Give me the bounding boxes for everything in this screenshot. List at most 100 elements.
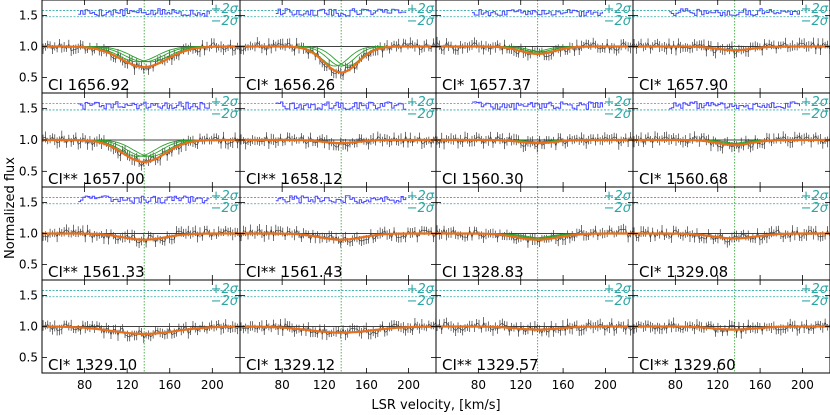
component-profile <box>42 139 240 157</box>
panel-label: CI** 1329.60 <box>639 356 736 374</box>
panel-10: +2σ−2σ CI 1328.83 <box>435 186 634 281</box>
panel-label: CI* 1657.90 <box>639 76 728 94</box>
panel-1: +2σ−2σ CI* 1656.26 <box>239 0 437 94</box>
component-profile <box>240 46 436 67</box>
plus-2sigma-label: +2σ <box>211 2 239 17</box>
minus-2sigma-label: −2σ <box>211 14 239 29</box>
panel-plot-area <box>633 93 830 187</box>
y-axis-label: Normalized flux <box>3 157 18 259</box>
component-profile <box>42 46 240 63</box>
minus-2sigma-label: −2σ <box>211 201 239 216</box>
panel-label: CI* 1329.08 <box>639 263 728 281</box>
panel-label: CI** 1329.57 <box>442 356 539 374</box>
total-fit-curve <box>633 325 830 331</box>
x-tick-label: 160 <box>158 378 181 392</box>
data-series <box>633 321 830 335</box>
panel-4: +2σ−2σ 0.5 1.0 1.5 CI** 1657.00 <box>19 92 241 188</box>
residuals-series <box>78 8 210 17</box>
minus-2sigma-label: −2σ <box>407 14 435 29</box>
total-fit-curve <box>42 325 240 335</box>
panel-plot-area <box>240 0 436 93</box>
panel-label: CI 1328.83 <box>442 263 524 281</box>
panel-plot-area <box>240 280 436 373</box>
panel-14: +2σ−2σ 80 120 160 200 CI** 1329.57 <box>435 279 634 392</box>
y-tick-label: 1.0 <box>19 320 38 334</box>
plus-2sigma-label: +2σ <box>801 2 829 17</box>
x-tick-label: 120 <box>509 378 532 392</box>
minus-2sigma-label: −2σ <box>211 107 239 122</box>
panel-5: +2σ−2σ CI** 1658.12 <box>239 92 437 188</box>
minus-2sigma-label: −2σ <box>604 201 632 216</box>
panel-2: +2σ−2σ CI* 1657.37 <box>435 0 634 94</box>
panel-15: +2σ−2σ 80 120 160 200 CI** 1329.60 <box>632 279 830 392</box>
panel-12: +2σ−2σ 0.5 1.0 1.5 80 120 160 200 CI* 1329.10 <box>19 279 241 392</box>
data-series <box>42 135 240 167</box>
plus-2sigma-label: +2σ <box>407 95 435 110</box>
panel-plot-area <box>42 93 240 187</box>
component-profile <box>240 46 436 67</box>
panel-label: CI* 1656.26 <box>246 76 335 94</box>
y-tick-label: 1.0 <box>19 40 38 54</box>
x-tick-label: 200 <box>201 378 224 392</box>
residuals-series <box>78 195 210 204</box>
panel-plot-area <box>42 280 240 373</box>
y-tick-label: 1.5 <box>19 289 38 303</box>
residuals-series <box>275 195 407 204</box>
residuals-series <box>275 8 407 17</box>
total-fit-curve <box>436 138 633 145</box>
minus-2sigma-label: −2σ <box>801 107 829 122</box>
minus-2sigma-label: −2σ <box>604 107 632 122</box>
residuals-series <box>78 101 210 110</box>
panel-label: CI* 1657.37 <box>442 76 531 94</box>
x-tick-label: 80 <box>77 378 92 392</box>
x-tick-label: 160 <box>552 378 575 392</box>
component-profile <box>240 46 436 67</box>
plus-2sigma-label: +2σ <box>801 95 829 110</box>
total-fit-curve <box>436 325 633 331</box>
panel-label: CI 1560.30 <box>442 170 524 188</box>
plus-2sigma-label: +2σ <box>211 95 239 110</box>
x-tick-label: 120 <box>116 378 139 392</box>
minus-2sigma-label: −2σ <box>604 294 632 309</box>
minus-2sigma-label: −2σ <box>407 294 435 309</box>
y-tick-label: 1.5 <box>19 196 38 210</box>
panel-plot-area <box>633 0 830 93</box>
panel-label: CI* 1329.10 <box>48 356 137 374</box>
panel-7: +2σ−2σ CI* 1560.68 <box>632 92 830 188</box>
total-fit-curve <box>42 45 240 69</box>
panel-plot-area <box>436 280 633 373</box>
total-fit-curve <box>436 232 633 241</box>
plus-2sigma-label: +2σ <box>801 189 829 204</box>
panel-3: +2σ−2σ CI* 1657.90 <box>632 0 830 94</box>
minus-2sigma-label: −2σ <box>407 107 435 122</box>
x-tick-label: 80 <box>275 378 290 392</box>
panel-label: CI* 1560.68 <box>639 170 728 188</box>
plus-2sigma-label: +2σ <box>604 95 632 110</box>
total-fit-curve <box>436 45 633 55</box>
residuals-series <box>472 9 603 17</box>
y-tick-label: 0.5 <box>19 71 38 85</box>
data-series <box>43 323 240 339</box>
panel-plot-area <box>436 187 633 280</box>
x-tick-label: 200 <box>791 378 814 392</box>
data-series <box>241 41 436 77</box>
panel-11: +2σ−2σ CI* 1329.08 <box>632 186 830 281</box>
y-tick-label: 1.5 <box>19 102 38 116</box>
plus-2sigma-label: +2σ <box>604 189 632 204</box>
total-fit-curve <box>240 138 436 145</box>
total-fit-curve <box>240 325 436 334</box>
panel-plot-area <box>42 0 240 93</box>
x-tick-label: 80 <box>471 378 486 392</box>
minus-2sigma-label: −2σ <box>211 294 239 309</box>
plus-2sigma-label: +2σ <box>407 2 435 17</box>
total-fit-curve <box>633 232 830 240</box>
minus-2sigma-label: −2σ <box>604 14 632 29</box>
plus-2sigma-label: +2σ <box>604 282 632 297</box>
y-tick-label: 1.0 <box>19 133 38 147</box>
minus-2sigma-label: −2σ <box>407 201 435 216</box>
x-tick-label: 160 <box>749 378 772 392</box>
plus-2sigma-label: +2σ <box>407 282 435 297</box>
panel-plot-area <box>240 93 436 187</box>
minus-2sigma-label: −2σ <box>801 294 829 309</box>
